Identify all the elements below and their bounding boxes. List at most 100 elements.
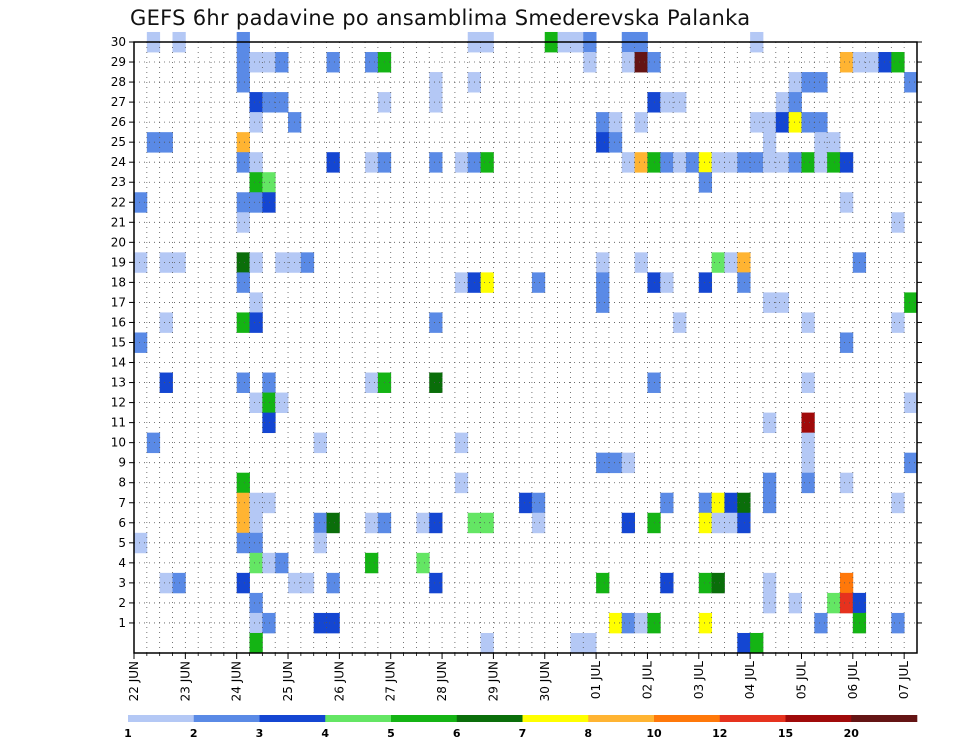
heatmap-cell xyxy=(698,152,713,173)
heatmap-cell xyxy=(839,152,854,173)
heatmap-cell xyxy=(275,52,289,73)
heatmap-cell xyxy=(300,252,315,273)
colorbar-legend: 1 2 3 4 5 6 7 8 10 12 15 20 xyxy=(124,715,918,740)
x-tick-label: 23 JUN xyxy=(178,661,192,701)
heatmap-cell xyxy=(326,612,340,634)
heatmap-cell xyxy=(275,92,289,113)
heatmap-cell xyxy=(827,152,841,173)
heatmap-cell xyxy=(275,552,289,574)
heatmap-cell xyxy=(236,72,250,93)
heatmap-cell xyxy=(801,472,815,494)
heatmap-cell xyxy=(711,492,725,514)
heatmap-cell xyxy=(788,152,802,173)
heatmap-cell xyxy=(750,152,764,173)
heatmap-cell xyxy=(660,92,674,113)
colorbar-segment xyxy=(325,715,392,722)
y-tick-label: 19 xyxy=(111,255,126,269)
heatmap-cell xyxy=(596,292,610,313)
x-tick-label: 25 JUN xyxy=(281,661,295,701)
heatmap-cell xyxy=(480,632,494,654)
heatmap-cell xyxy=(711,512,725,534)
heatmap-cell xyxy=(262,172,276,193)
heatmap-cell xyxy=(262,52,276,73)
heatmap-cell xyxy=(146,132,161,153)
heatmap-cell xyxy=(326,52,340,73)
heatmap-cell xyxy=(326,572,340,594)
colorbar-segment xyxy=(588,715,655,722)
heatmap-cell xyxy=(891,612,905,634)
heatmap-cell xyxy=(326,152,340,173)
heatmap-cell xyxy=(313,612,327,634)
heatmap-cell xyxy=(608,452,623,474)
heatmap-cell xyxy=(801,432,815,454)
heatmap-cell xyxy=(429,72,443,93)
heatmap-cell xyxy=(249,292,263,313)
heatmap-cell xyxy=(814,132,828,153)
y-tick-label: 17 xyxy=(111,295,126,309)
heatmap-cell xyxy=(134,332,148,353)
x-tick-label: 30 JUN xyxy=(538,661,552,701)
heatmap-cell xyxy=(814,72,828,93)
heatmap-cell xyxy=(891,212,905,233)
heatmap-cell xyxy=(685,152,700,173)
colorbar-label: 20 xyxy=(844,727,860,740)
heatmap-cell xyxy=(711,572,725,594)
colorbar-segment xyxy=(851,715,918,722)
heatmap-cell xyxy=(134,192,148,213)
heatmap-cell xyxy=(660,492,674,514)
heatmap-cell xyxy=(827,592,841,614)
heatmap-cell xyxy=(429,572,443,594)
colorbar-segment xyxy=(719,715,786,722)
heatmap-cell xyxy=(480,512,494,534)
heatmap-cell xyxy=(878,52,892,73)
colorbar-label: 6 xyxy=(453,727,461,740)
heatmap-cell xyxy=(839,192,854,213)
heatmap-cell xyxy=(801,312,815,333)
heatmap-cells xyxy=(134,31,918,654)
heatmap-cell xyxy=(236,312,250,333)
heatmap-cell xyxy=(788,92,802,113)
heatmap-cell xyxy=(249,252,263,273)
heatmap-cell xyxy=(596,452,610,474)
heatmap-cell xyxy=(236,252,250,273)
y-tick-label: 12 xyxy=(111,396,126,410)
x-tick-label: 02 JUL xyxy=(640,661,654,699)
heatmap-cell xyxy=(262,412,276,434)
heatmap-cell xyxy=(750,112,764,133)
colorbar-label: 10 xyxy=(646,727,662,740)
heatmap-cell xyxy=(249,612,263,634)
heatmap-cell xyxy=(429,312,443,333)
heatmap-cell xyxy=(262,392,276,413)
axes: 1234567891011121314151617181920212223242… xyxy=(111,35,922,701)
heatmap-cell xyxy=(775,112,790,133)
heatmap-cell xyxy=(236,472,250,494)
heatmap-cell xyxy=(365,372,379,393)
heatmap-cell xyxy=(788,72,802,93)
heatmap-cell xyxy=(313,512,327,534)
heatmap-cell xyxy=(454,272,469,293)
heatmap-cell xyxy=(698,172,713,193)
x-tick-label: 27 JUN xyxy=(384,661,398,701)
heatmap-cell xyxy=(608,112,623,133)
heatmap-cell xyxy=(236,532,250,554)
y-tick-label: 9 xyxy=(118,456,126,470)
heatmap-cell xyxy=(827,132,841,153)
heatmap-cell xyxy=(236,192,250,213)
heatmap-cell xyxy=(249,112,263,133)
colorbar-label: 7 xyxy=(519,727,527,740)
heatmap-cell xyxy=(596,572,610,594)
heatmap-cell xyxy=(801,152,815,173)
heatmap-cell xyxy=(814,612,828,634)
heatmap-cell xyxy=(313,532,327,554)
y-tick-label: 26 xyxy=(111,115,126,129)
y-tick-label: 29 xyxy=(111,55,126,69)
heatmap-cell xyxy=(839,572,854,594)
y-tick-label: 11 xyxy=(111,416,126,430)
y-tick-label: 18 xyxy=(111,275,126,289)
heatmap-cell xyxy=(608,612,623,634)
colorbar-segment xyxy=(259,715,326,722)
heatmap-cell xyxy=(249,392,263,413)
heatmap-cell xyxy=(365,552,379,574)
heatmap-cell xyxy=(531,272,546,293)
heatmap-cell xyxy=(621,52,636,73)
